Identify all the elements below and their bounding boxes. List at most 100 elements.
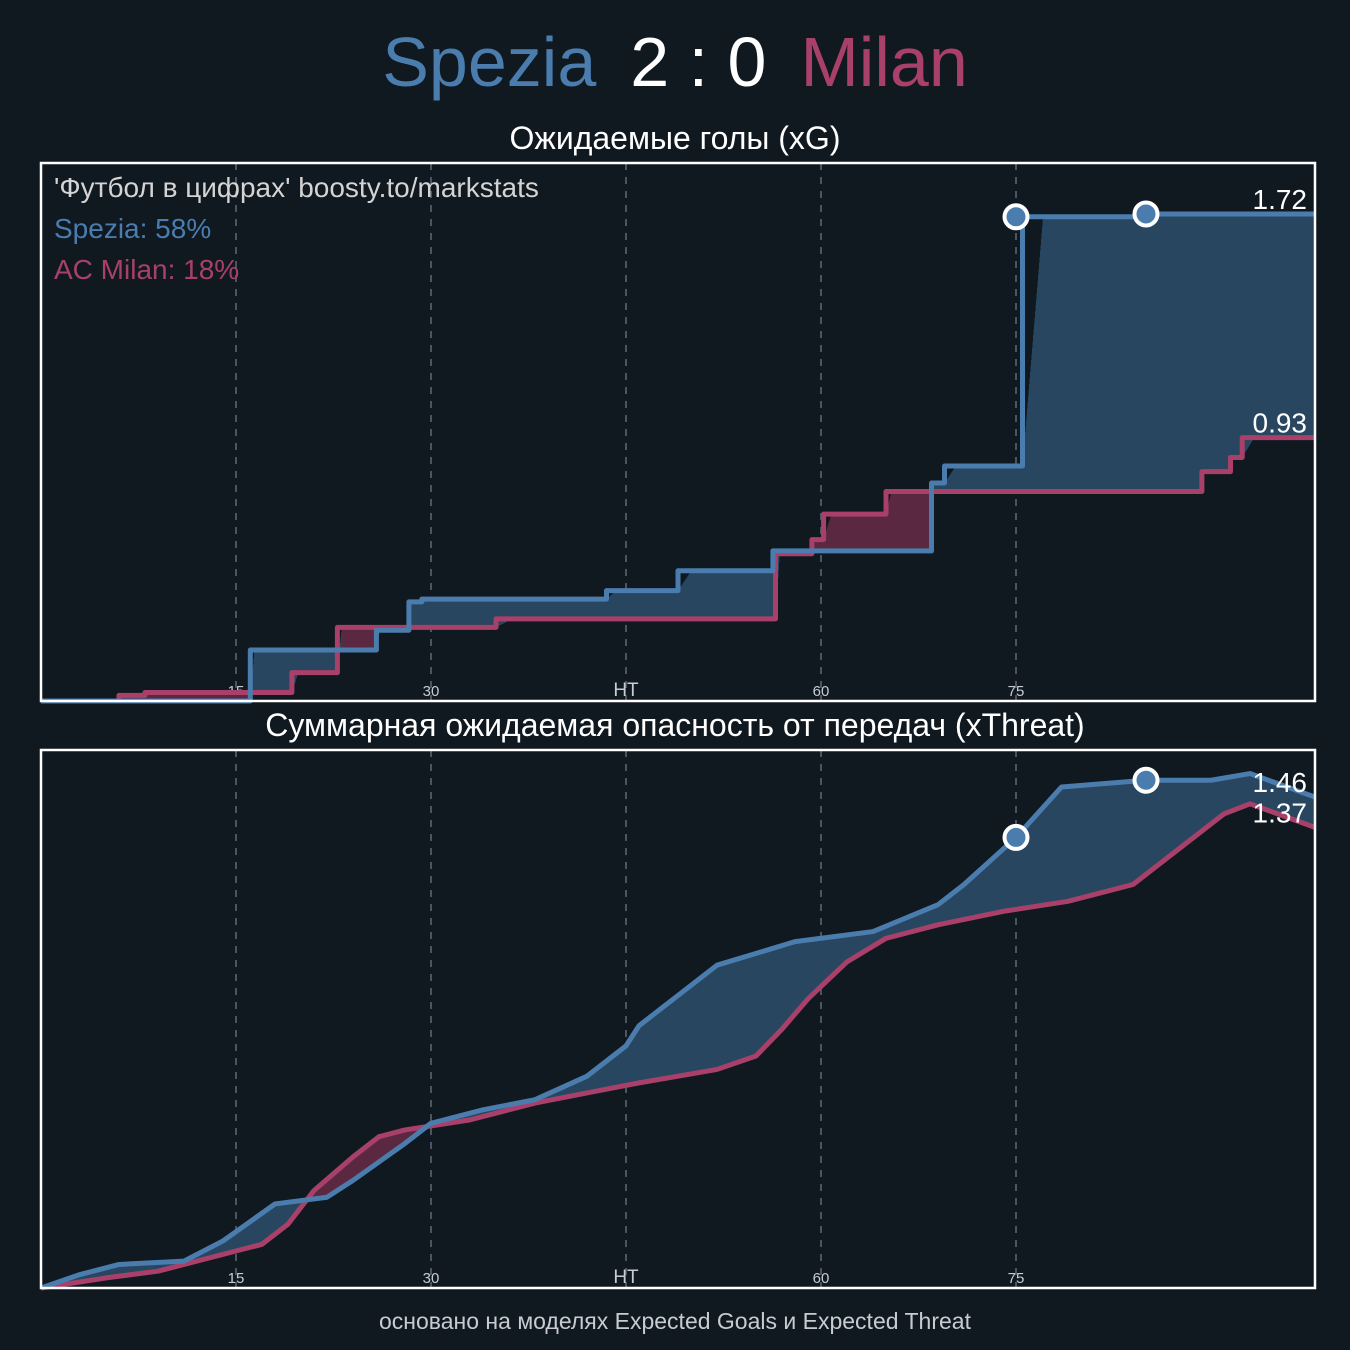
difference-fill bbox=[262, 650, 267, 693]
difference-fill bbox=[1206, 780, 1211, 828]
difference-fill bbox=[769, 948, 774, 1043]
difference-fill bbox=[1224, 777, 1229, 814]
difference-fill bbox=[266, 650, 271, 693]
difference-fill bbox=[1203, 213, 1206, 472]
difference-fill bbox=[1178, 780, 1185, 850]
difference-fill bbox=[1304, 793, 1315, 828]
x-tick-label: 30 bbox=[423, 1270, 440, 1287]
difference-fill bbox=[1013, 837, 1016, 910]
difference-fill bbox=[1009, 841, 1012, 911]
difference-fill bbox=[920, 491, 923, 551]
match-score: 2 : 0 bbox=[630, 23, 767, 101]
home-team-name: Spezia bbox=[382, 23, 597, 101]
difference-fill bbox=[1161, 213, 1169, 492]
difference-fill bbox=[1183, 213, 1192, 492]
difference-fill bbox=[769, 570, 772, 619]
difference-fill bbox=[442, 599, 453, 628]
difference-fill bbox=[955, 465, 968, 492]
difference-fill bbox=[363, 627, 366, 651]
difference-fill bbox=[1260, 777, 1272, 812]
difference-fill bbox=[1213, 779, 1216, 823]
difference-fill bbox=[799, 940, 802, 1009]
difference-fill bbox=[821, 937, 828, 987]
difference-fill bbox=[873, 514, 876, 551]
difference-fill bbox=[784, 944, 787, 1027]
difference-fill bbox=[1232, 213, 1235, 458]
difference-fill bbox=[600, 599, 603, 619]
difference-fill bbox=[330, 650, 332, 673]
difference-fill bbox=[1062, 786, 1064, 903]
difference-fill bbox=[1232, 775, 1237, 811]
difference-fill bbox=[1176, 213, 1184, 492]
difference-fill bbox=[1172, 780, 1179, 855]
difference-fill bbox=[1153, 213, 1162, 492]
difference-fill bbox=[632, 1032, 635, 1085]
difference-fill bbox=[1061, 786, 1063, 903]
difference-fill bbox=[1240, 213, 1243, 458]
difference-fill bbox=[839, 514, 847, 551]
difference-fill bbox=[340, 1164, 345, 1189]
difference-fill bbox=[1016, 465, 1018, 492]
difference-fill bbox=[977, 866, 984, 917]
goal-marker bbox=[1002, 823, 1030, 851]
difference-fill bbox=[472, 599, 483, 628]
difference-fill bbox=[387, 1133, 392, 1156]
difference-fill bbox=[767, 570, 770, 619]
x-tick-label: 30 bbox=[423, 683, 440, 700]
xthreat-chart: 15 30 HT 60 75 1.461.37 bbox=[39, 748, 1317, 1291]
series-line-milan bbox=[41, 435, 1315, 704]
difference-fill bbox=[691, 570, 705, 619]
difference-fill bbox=[745, 570, 759, 619]
difference-fill bbox=[462, 599, 473, 628]
difference-fill bbox=[1043, 216, 1064, 492]
difference-fill bbox=[354, 627, 360, 651]
difference-fill bbox=[665, 1000, 672, 1079]
difference-fill bbox=[878, 514, 881, 551]
difference-fill bbox=[264, 1210, 267, 1243]
difference-fill bbox=[1089, 783, 1101, 896]
series-line-spezia bbox=[40, 771, 1316, 1291]
difference-fill bbox=[759, 570, 761, 619]
difference-fill bbox=[379, 1135, 384, 1162]
difference-fill bbox=[372, 627, 375, 651]
difference-fill bbox=[736, 957, 743, 1063]
difference-fill bbox=[604, 599, 607, 619]
difference-fill bbox=[283, 1202, 286, 1228]
difference-fill bbox=[268, 1207, 271, 1240]
difference-fill bbox=[942, 897, 947, 924]
x-tick-label: 60 bbox=[813, 1270, 830, 1287]
difference-fill bbox=[803, 940, 806, 1004]
difference-fill bbox=[990, 855, 997, 915]
difference-fill bbox=[1007, 843, 1010, 911]
difference-fill bbox=[277, 650, 281, 693]
difference-fill bbox=[317, 650, 325, 673]
difference-fill bbox=[350, 627, 355, 651]
difference-fill bbox=[671, 590, 674, 619]
difference-fill bbox=[285, 1202, 288, 1226]
difference-fill bbox=[277, 1203, 280, 1233]
difference-fill bbox=[577, 599, 594, 619]
difference-fill bbox=[369, 627, 373, 651]
difference-fill bbox=[249, 1217, 256, 1248]
difference-fill bbox=[1254, 213, 1267, 438]
difference-fill bbox=[1135, 780, 1138, 883]
difference-fill bbox=[311, 650, 318, 673]
difference-fill bbox=[1200, 213, 1202, 492]
difference-fill bbox=[955, 887, 960, 922]
difference-fill bbox=[275, 1203, 278, 1235]
x-tick-label: HT bbox=[613, 680, 639, 701]
difference-fill bbox=[626, 590, 636, 619]
difference-fill bbox=[272, 1203, 275, 1236]
difference-fill bbox=[512, 599, 529, 619]
difference-fill bbox=[764, 570, 766, 619]
difference-fill bbox=[1198, 780, 1203, 835]
difference-fill bbox=[827, 936, 834, 981]
series-line-milan bbox=[40, 801, 1316, 1291]
difference-fill bbox=[324, 650, 331, 673]
difference-fill bbox=[597, 599, 600, 619]
difference-fill bbox=[970, 872, 977, 919]
difference-fill bbox=[771, 570, 773, 619]
plot-frame bbox=[39, 748, 1317, 1290]
xthreat-chart-title: Суммарная ожидаемая опасность от передач… bbox=[265, 707, 1085, 743]
difference-fill bbox=[1221, 778, 1224, 816]
